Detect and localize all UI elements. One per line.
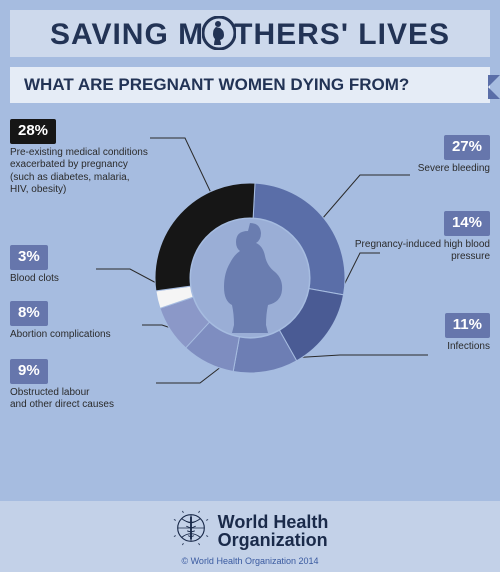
who-text: World Health Organization <box>218 513 329 549</box>
callout-infections: 11% Infections <box>350 313 490 353</box>
who-line2: Organization <box>218 531 329 549</box>
footer: World Health Organization © World Health… <box>0 501 500 572</box>
header-band: SAVING M THERS' LIVES <box>10 10 490 57</box>
pct-badge-preexisting: 28% <box>10 119 56 144</box>
who-line1: World Health <box>218 513 329 531</box>
pct-badge-infections: 11% <box>445 313 490 338</box>
callout-high_bp: 14% Pregnancy-induced high blood pressure <box>350 211 490 264</box>
donut-chart <box>150 178 350 378</box>
callout-desc-blood_clots: Blood clots <box>10 273 150 286</box>
pct-badge-high_bp: 14% <box>444 211 490 236</box>
chart-area: 28% Pre-existing medical conditions exace… <box>10 103 490 443</box>
callout-preexisting: 28% Pre-existing medical conditions exace… <box>10 119 150 197</box>
who-emblem-icon <box>172 509 210 552</box>
callout-desc-abortion: Abortion complications <box>10 329 150 342</box>
callout-severe_bleeding: 27% Severe bleeding <box>350 135 490 175</box>
title-left: SAVING M <box>50 18 204 51</box>
main-title: SAVING M THERS' LIVES <box>20 18 480 53</box>
pct-badge-blood_clots: 3% <box>10 245 48 270</box>
copyright: © World Health Organization 2014 <box>0 556 500 566</box>
ribbon-tail <box>488 75 500 99</box>
callout-desc-preexisting: Pre-existing medical conditions exacerba… <box>10 147 150 197</box>
callout-desc-infections: Infections <box>350 341 490 354</box>
pct-badge-obstructed: 9% <box>10 359 48 384</box>
who-logo-block: World Health Organization <box>172 509 329 552</box>
title-right: THERS' LIVES <box>234 18 450 51</box>
callout-obstructed: 9% Obstructed labourand other direct caus… <box>10 359 150 412</box>
subtitle-band: WHAT ARE PREGNANT WOMEN DYING FROM? <box>10 67 490 103</box>
pct-badge-abortion: 8% <box>10 301 48 326</box>
callout-desc-obstructed: Obstructed labourand other direct causes <box>10 387 150 412</box>
subtitle-text: WHAT ARE PREGNANT WOMEN DYING FROM? <box>10 67 490 103</box>
callout-blood_clots: 3% Blood clots <box>10 245 150 285</box>
title-pregnant-icon <box>202 16 236 50</box>
callout-abortion: 8% Abortion complications <box>10 301 150 341</box>
pct-badge-severe_bleeding: 27% <box>444 135 490 160</box>
callout-desc-high_bp: Pregnancy-induced high blood pressure <box>350 239 490 264</box>
callout-desc-severe_bleeding: Severe bleeding <box>350 163 490 176</box>
